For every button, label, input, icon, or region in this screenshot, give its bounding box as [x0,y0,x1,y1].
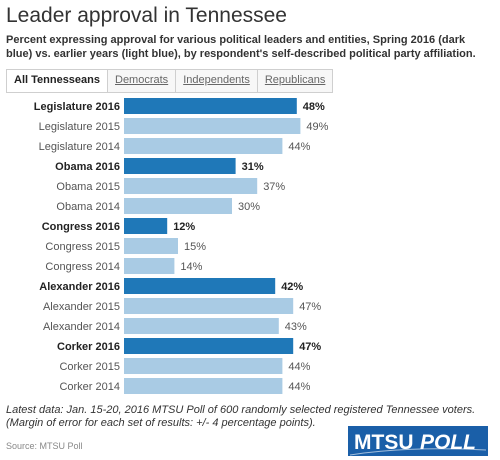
bar [124,118,301,134]
value-label: 44% [288,361,310,373]
bar [124,318,279,334]
value-label: 12% [173,221,195,233]
value-label: 30% [238,201,260,213]
chart-title: Leader approval in Tennessee [6,4,287,27]
category-label: Congress 2016 [42,221,120,233]
tab-all-tennesseans[interactable]: All Tennesseans [7,70,107,92]
value-label: 42% [281,281,303,293]
category-label: Alexander 2014 [43,321,120,333]
category-label: Obama 2015 [56,181,120,193]
bar [124,358,283,374]
bar [124,178,258,194]
value-label: 44% [288,141,310,153]
bar [124,278,276,294]
tab-independents[interactable]: Independents [175,70,257,92]
bar [124,218,168,234]
value-label: 15% [184,241,206,253]
category-label: Legislature 2016 [34,101,120,113]
category-label: Congress 2014 [45,261,120,273]
value-label: 49% [306,121,328,133]
category-label: Corker 2014 [59,381,120,393]
mtsu-poll-logo: MTSU POLL [348,426,488,456]
tab-democrats[interactable]: Democrats [107,70,175,92]
value-label: 48% [303,101,325,113]
bar [124,258,175,274]
bar [124,338,294,354]
category-label: Corker 2016 [57,341,120,353]
category-label: Congress 2015 [45,241,120,253]
value-label: 44% [288,381,310,393]
value-label: 43% [285,321,307,333]
svg-text:POLL: POLL [420,431,476,454]
bar [124,298,294,314]
category-label: Alexander 2016 [39,281,120,293]
value-label: 14% [180,261,202,273]
chart-subtitle: Percent expressing approval for various … [6,34,476,60]
value-label: 31% [242,161,264,173]
value-label: 47% [299,301,321,313]
category-label: Alexander 2015 [43,301,120,313]
category-label: Obama 2016 [55,161,120,173]
approval-bar-chart: Legislature 2016 48% Legislature 2015 49% Le… [34,98,329,394]
bar [124,138,283,154]
category-label: Legislature 2014 [39,141,120,153]
bar [124,158,236,174]
svg-text:MTSU: MTSU [354,431,414,454]
footnote: Latest data: Jan. 15-20, 2016 MTSU Poll … [6,404,476,429]
category-label: Corker 2015 [59,361,120,373]
category-label: Legislature 2015 [39,121,120,133]
bar [124,98,297,114]
bar [124,198,232,214]
source-note: Source: MTSU Poll [6,441,83,451]
bar [124,378,283,394]
tab-republicans[interactable]: Republicans [256,70,333,92]
value-label: 47% [299,341,321,353]
value-label: 37% [263,181,285,193]
bar [124,238,178,254]
party-tabs: All Tennesseans Democrats Independents R… [6,69,334,93]
category-label: Obama 2014 [56,201,120,213]
